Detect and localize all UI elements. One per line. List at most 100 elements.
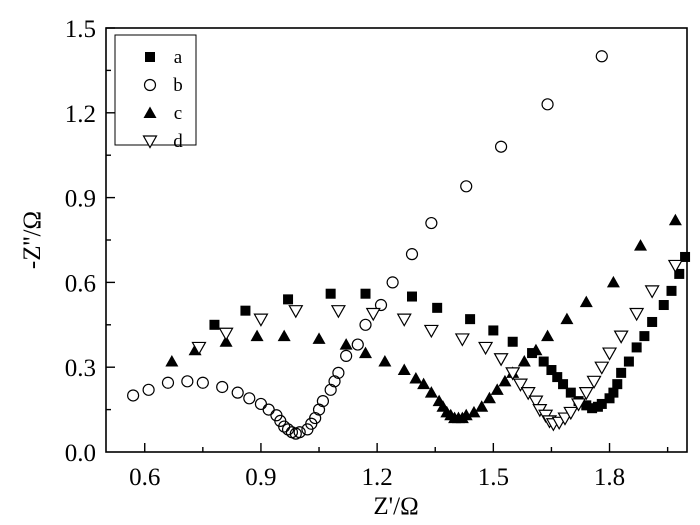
point-d: [365, 307, 381, 322]
point-a: [465, 314, 476, 325]
point-d: [478, 341, 494, 356]
x-tick-label: 0.9: [245, 464, 276, 491]
point-a: [565, 387, 576, 398]
point-a: [406, 291, 417, 302]
point-b: [231, 386, 244, 399]
axis-ticks: [106, 27, 669, 452]
point-d: [191, 341, 207, 356]
point-c: [219, 335, 233, 347]
y-tick-label: 0.6: [65, 270, 96, 297]
point-d: [423, 324, 439, 339]
point-d: [454, 333, 470, 347]
legend-label: b: [173, 75, 183, 96]
point-c: [339, 338, 353, 350]
point-a: [680, 251, 691, 262]
point-d: [594, 361, 610, 375]
point-b: [216, 380, 229, 394]
y-tick-label: 0.0: [65, 440, 96, 467]
legend-marker-b: [143, 78, 157, 92]
point-b: [181, 375, 194, 388]
point-c: [467, 405, 481, 418]
point-b: [142, 383, 155, 396]
legend-label: d: [173, 131, 183, 152]
point-a: [507, 336, 518, 347]
point-d: [586, 375, 602, 390]
legend-marker-c: [143, 106, 157, 118]
point-c: [634, 239, 648, 251]
point-a: [581, 400, 592, 411]
point-b: [405, 248, 419, 261]
point-a: [546, 365, 557, 376]
point-c: [397, 363, 411, 376]
point-d: [602, 347, 618, 361]
legend-marker-a: [145, 52, 155, 62]
point-a: [488, 325, 499, 336]
x-tick-label: 1.8: [594, 464, 625, 491]
point-d: [218, 327, 234, 341]
point-c: [417, 377, 431, 390]
point-c: [668, 213, 682, 226]
legend-item-c: c: [143, 103, 182, 124]
point-b: [309, 411, 322, 425]
y-tick-label: 1.5: [65, 16, 96, 43]
data-marks: [127, 50, 691, 440]
point-d: [493, 353, 509, 367]
point-a: [587, 403, 598, 414]
point-b: [243, 392, 256, 405]
point-d: [557, 412, 573, 426]
point-a: [283, 294, 294, 305]
point-c: [277, 329, 291, 342]
series-d: [191, 259, 683, 432]
point-a: [209, 319, 220, 330]
point-d: [396, 313, 412, 327]
point-c: [378, 355, 392, 367]
point-a: [658, 300, 669, 311]
legend-box: [114, 34, 197, 146]
point-a: [552, 372, 563, 383]
point-a: [647, 316, 658, 327]
point-c: [498, 374, 512, 387]
point-a: [604, 393, 615, 404]
point-a: [666, 285, 677, 296]
point-c: [424, 386, 438, 398]
point-d: [667, 259, 683, 274]
point-b: [293, 426, 306, 439]
point-c: [250, 329, 264, 342]
point-c: [579, 295, 593, 308]
point-a: [616, 367, 627, 378]
point-b: [324, 383, 337, 396]
point-c: [475, 400, 489, 412]
point-d: [253, 313, 269, 327]
point-a: [674, 268, 685, 279]
point-c: [409, 372, 423, 384]
point-a: [432, 302, 443, 313]
point-d: [629, 307, 645, 322]
point-b: [316, 395, 330, 408]
point-d: [520, 387, 536, 401]
point-d: [528, 395, 544, 409]
point-c: [359, 346, 373, 359]
point-c: [482, 391, 496, 404]
point-b: [332, 366, 345, 379]
point-b: [374, 298, 388, 312]
point-a: [608, 387, 619, 398]
point-b: [340, 349, 353, 362]
legend-item-b: b: [143, 75, 183, 96]
legend-label: c: [174, 103, 182, 124]
legend-item-d: d: [142, 131, 183, 152]
point-a: [623, 356, 634, 367]
point-a: [360, 288, 371, 299]
point-b: [262, 403, 275, 416]
point-b: [196, 376, 209, 389]
point-a: [240, 305, 251, 316]
point-d: [288, 305, 304, 319]
point-c: [560, 312, 574, 325]
point-d: [644, 285, 660, 299]
point-b: [161, 376, 175, 389]
point-b: [351, 338, 364, 351]
point-a: [639, 331, 650, 342]
point-a: [325, 288, 336, 299]
point-b: [425, 216, 438, 230]
legend-label: a: [174, 47, 183, 68]
